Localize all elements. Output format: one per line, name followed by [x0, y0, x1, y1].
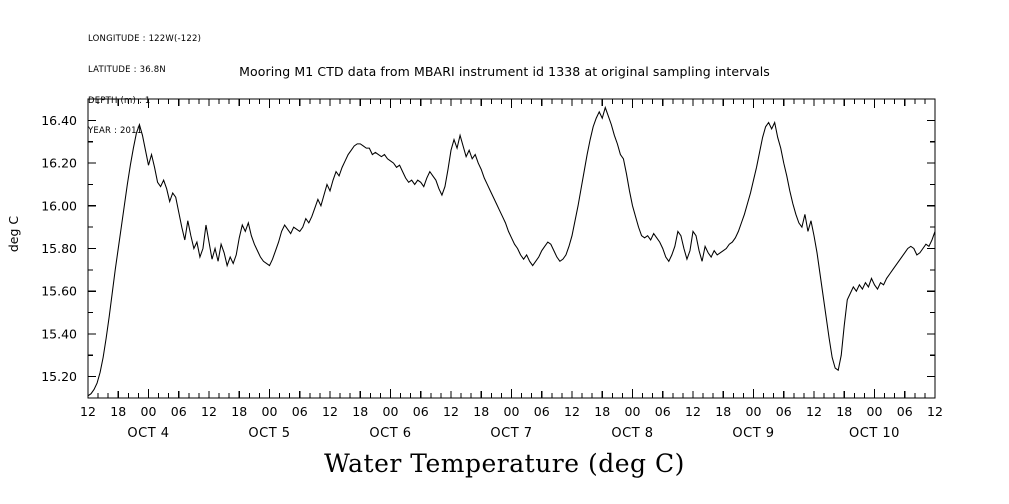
x-axis-date-label: OCT 7	[490, 426, 532, 441]
y-axis-tick-label: 16.00	[41, 198, 77, 213]
y-axis-tick-label: 15.20	[41, 369, 77, 384]
x-axis-hour-label: 12	[927, 404, 943, 419]
x-axis-hour-label: 00	[262, 404, 278, 419]
x-axis-hour-label: 00	[141, 404, 157, 419]
x-axis-hour-label: 18	[110, 404, 126, 419]
x-axis-hour-label: 06	[292, 404, 308, 419]
temperature-series-line	[87, 105, 936, 397]
metadata-latitude: LATITUDE : 36.8N	[88, 65, 166, 76]
x-axis-hour-label: 18	[594, 404, 610, 419]
axes-layer: 15.20 15.40 15.60 15.80 16.00 16.20 16.40 12 18 0…	[41, 98, 943, 441]
x-axis-hour-label: 12	[806, 404, 822, 419]
x-axis-hour-label: 12	[322, 404, 338, 419]
x-axis-date-label: OCT 4	[127, 426, 169, 441]
x-axis-date-label: OCT 6	[369, 426, 411, 441]
x-axis-hour-label: 06	[655, 404, 671, 419]
x-axis-date-label: OCT 8	[611, 426, 653, 441]
x-axis-hour-label: 00	[625, 404, 641, 419]
x-axis-hour-label: 06	[897, 404, 913, 419]
x-axis-hour-label: 12	[564, 404, 580, 419]
x-axis-date-label: OCT 9	[732, 426, 774, 441]
plot-frame	[87, 98, 936, 399]
x-axis-hour-label: 06	[534, 404, 550, 419]
y-axis-tick-label: 16.40	[41, 113, 77, 128]
x-axis-hour-label: 18	[473, 404, 489, 419]
x-axis-hour-label: 18	[352, 404, 368, 419]
x-axis-hour-label: 00	[867, 404, 883, 419]
x-axis-hour-label: 00	[746, 404, 762, 419]
x-axis-hour-label: 18	[231, 404, 247, 419]
x-axis-hour-label: 12	[201, 404, 217, 419]
x-axis-hour-label: 18	[715, 404, 731, 419]
x-axis-hour-label: 18	[836, 404, 852, 419]
x-axis-hour-label: 12	[685, 404, 701, 419]
x-axis-title: Water Temperature (deg C)	[324, 449, 685, 478]
y-axis-tick-label: 16.20	[41, 156, 77, 171]
x-axis-hour-label: 12	[443, 404, 459, 419]
x-axis-hour-label: 12	[80, 404, 96, 419]
x-axis-date-label: OCT 10	[849, 426, 900, 441]
y-axis-tick-label: 15.60	[41, 284, 77, 299]
chart-title: Mooring M1 CTD data from MBARI instrumen…	[239, 64, 770, 79]
metadata-year: YEAR : 2011	[88, 126, 143, 137]
metadata-longitude: LONGITUDE : 122W(-122)	[88, 34, 202, 45]
x-axis-hour-label: 00	[383, 404, 399, 419]
x-axis-hour-label: 06	[413, 404, 429, 419]
x-axis-hour-label: 06	[776, 404, 792, 419]
x-axis-hour-label: 00	[504, 404, 520, 419]
x-axis-date-label: OCT 5	[248, 426, 290, 441]
y-axis-tick-label: 15.80	[41, 241, 77, 256]
y-axis-tick-label: 15.40	[41, 326, 77, 341]
x-axis-hour-label: 06	[171, 404, 187, 419]
